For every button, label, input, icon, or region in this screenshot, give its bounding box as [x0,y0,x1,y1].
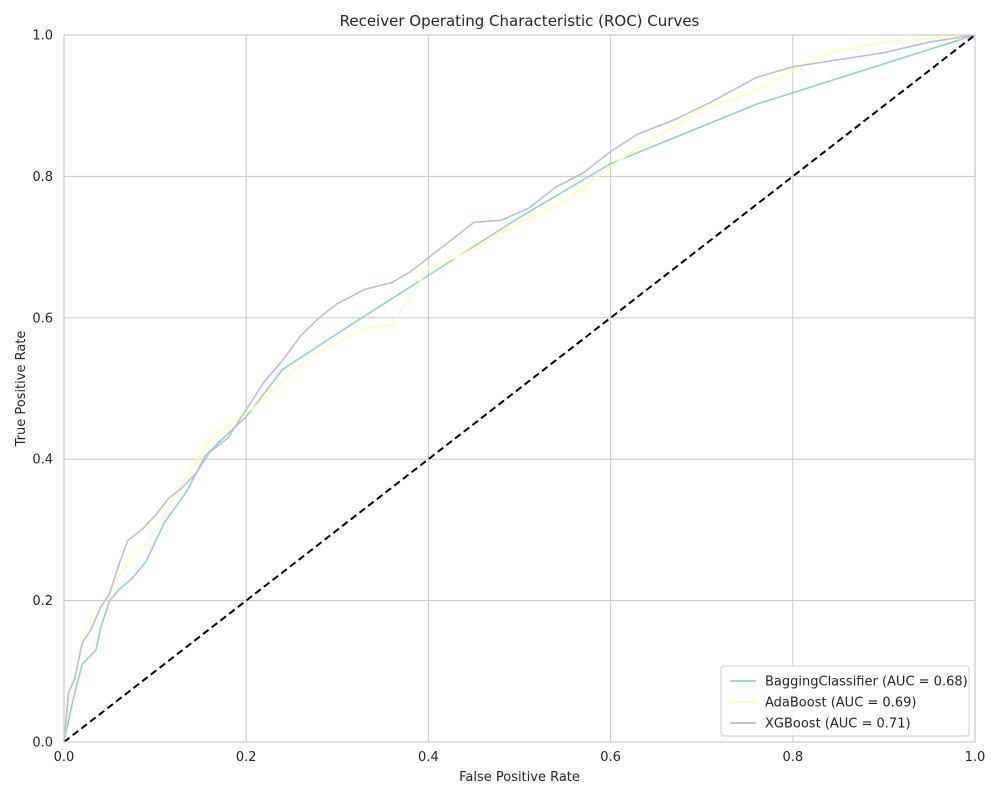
legend-label: AdaBoost (AUC = 0.69) [765,696,916,711]
roc-curve-0 [63,34,976,743]
chart-title: Receiver Operating Characteristic (ROC) … [340,12,700,30]
x-tick-label: 0.6 [600,750,621,765]
y-tick-label: 0.8 [32,170,53,185]
legend-label: BaggingClassifier (AUC = 0.68) [765,675,968,690]
x-axis-title: False Positive Rate [459,770,580,785]
roc-curve-1 [63,34,976,743]
y-tick-label: 1.0 [32,29,53,44]
series-layer [63,34,976,743]
x-tick-label: 0.0 [54,750,75,765]
y-tick-label: 0.4 [32,453,53,468]
y-tick-label: 0.6 [32,311,53,326]
x-tick-label: 0.8 [782,750,803,765]
x-tick-label: 0.4 [418,750,439,765]
x-tick-label: 0.2 [236,750,257,765]
x-tick-label: 1.0 [965,750,986,765]
y-tick-label: 0.2 [32,594,53,609]
legend-box [720,665,970,737]
plot-frame [63,34,976,743]
legend: BaggingClassifier (AUC = 0.68) AdaBoost (… [720,665,970,737]
x-tick-labels: 0.0 0.2 0.4 0.6 0.8 1.0 [54,750,986,765]
roc-curve-2 [63,34,976,743]
y-axis-title: True Positive Rate [14,331,29,448]
y-tick-labels: 0.0 0.2 0.4 0.6 0.8 1.0 [32,29,53,751]
diagonal-reference-line [63,34,976,743]
legend-label: XGBoost (AUC = 0.71) [765,717,911,732]
y-tick-label: 0.0 [32,736,53,751]
